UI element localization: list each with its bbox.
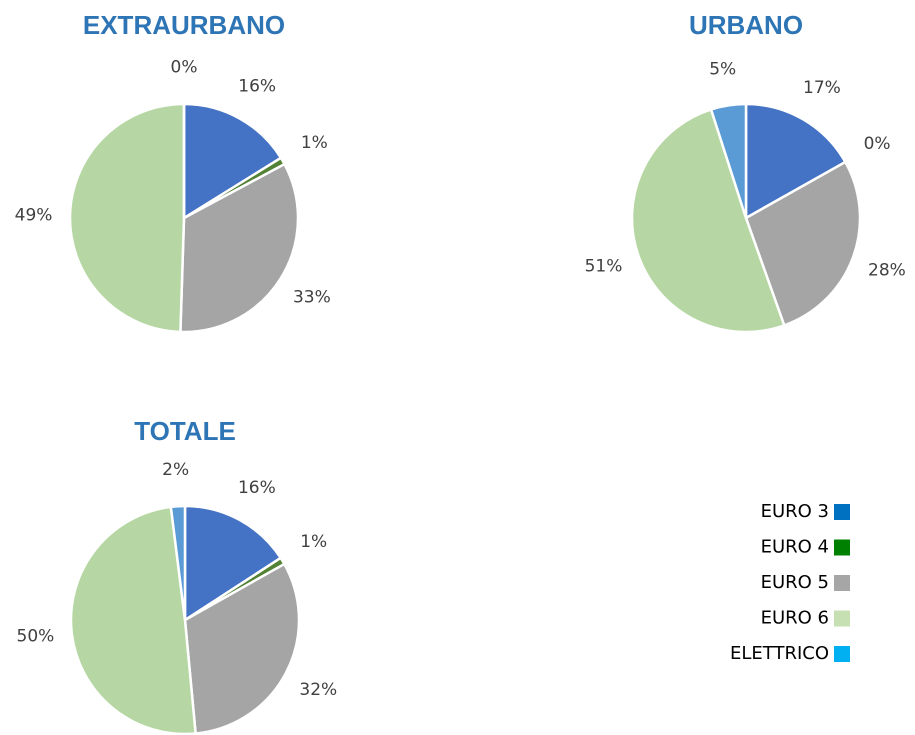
pie-slice (169, 504, 187, 621)
data-label: 16% (238, 77, 276, 97)
chart-title: URBANO (689, 10, 803, 40)
legend-label: EURO 3 (761, 501, 829, 522)
data-label: 16% (238, 478, 276, 498)
pie-slice (69, 505, 197, 735)
data-label: 1% (301, 133, 328, 153)
data-label: 5% (709, 59, 736, 79)
data-label: 0% (864, 134, 891, 154)
legend-swatch (834, 646, 850, 662)
legend-swatch (834, 504, 850, 520)
legend-label: ELETTRICO (730, 643, 829, 664)
pie-slice (744, 102, 848, 221)
data-label: 28% (868, 261, 906, 281)
data-label: 51% (585, 256, 623, 276)
data-label: 17% (803, 78, 841, 98)
legend-label: EURO 5 (761, 572, 829, 593)
pie-slice (630, 107, 786, 334)
pie-slice (183, 562, 301, 735)
legend-label: EURO 4 (761, 537, 829, 558)
data-label: 32% (299, 680, 337, 700)
legend-swatch (834, 539, 850, 556)
data-label: 2% (162, 460, 189, 480)
chart-title: TOTALE (134, 416, 236, 446)
pie-slice (68, 102, 186, 334)
data-label: 50% (17, 626, 55, 646)
pie-slice (709, 102, 748, 219)
data-label: 33% (293, 287, 331, 307)
data-label: 49% (15, 206, 53, 226)
legend-label: EURO 6 (761, 608, 829, 629)
data-label: 1% (300, 532, 327, 552)
data-label: 0% (171, 58, 198, 78)
legend-swatch (834, 610, 850, 627)
chart-title: EXTRAURBANO (83, 10, 285, 40)
pie-slice (182, 102, 283, 221)
pie-slice (179, 162, 300, 334)
pie-slice (744, 160, 862, 327)
pie-slice (183, 504, 283, 623)
legend-swatch (834, 575, 850, 591)
